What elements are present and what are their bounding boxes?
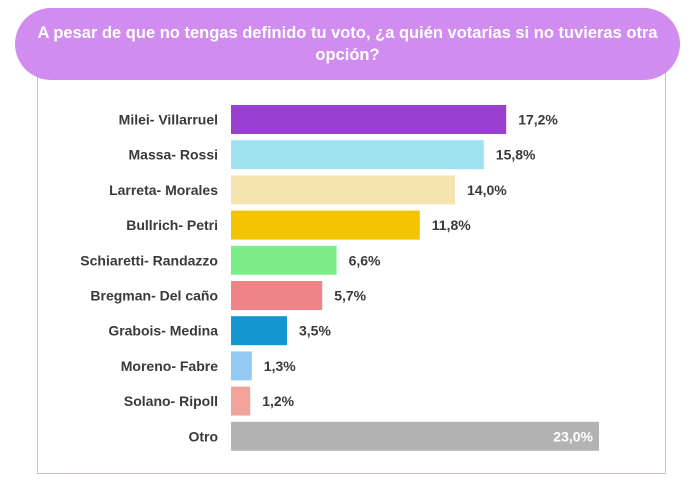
value-label-3: 11,8% bbox=[432, 217, 471, 233]
category-label-3: Bullrich- Petri bbox=[126, 217, 218, 233]
category-label-8: Solano- Ripoll bbox=[124, 393, 218, 409]
bar-6 bbox=[231, 316, 287, 346]
bar-7 bbox=[231, 351, 252, 381]
bar-4 bbox=[231, 245, 337, 275]
bar-8 bbox=[231, 386, 251, 416]
category-label-5: Bregman- Del caño bbox=[90, 288, 218, 304]
value-label-7: 1,3% bbox=[264, 358, 296, 374]
category-label-2: Larreta- Morales bbox=[109, 182, 218, 198]
value-label-8: 1,2% bbox=[262, 393, 294, 409]
category-label-7: Moreno- Fabre bbox=[121, 358, 218, 374]
value-label-2: 14,0% bbox=[467, 182, 507, 198]
value-label-6: 3,5% bbox=[299, 323, 331, 339]
category-label-6: Grabois- Medina bbox=[108, 323, 218, 339]
bar-3 bbox=[231, 210, 420, 240]
bar-9 bbox=[231, 421, 599, 451]
bar-0 bbox=[231, 105, 507, 134]
bar-5 bbox=[231, 281, 323, 310]
category-label-4: Schiaretti- Randazzo bbox=[80, 252, 218, 268]
value-label-9: 23,0% bbox=[553, 428, 593, 444]
category-label-9: Otro bbox=[188, 428, 218, 444]
value-label-0: 17,2% bbox=[518, 112, 558, 128]
bar-2 bbox=[231, 175, 455, 205]
category-label-1: Massa- Rossi bbox=[129, 147, 218, 163]
chart-title: A pesar de que no tengas definido tu vot… bbox=[15, 8, 680, 80]
value-label-4: 6,6% bbox=[349, 252, 381, 268]
value-label-5: 5,7% bbox=[334, 288, 366, 304]
bar-1 bbox=[231, 140, 484, 170]
category-label-0: Milei- Villarruel bbox=[119, 112, 218, 128]
value-label-1: 15,8% bbox=[496, 147, 536, 163]
